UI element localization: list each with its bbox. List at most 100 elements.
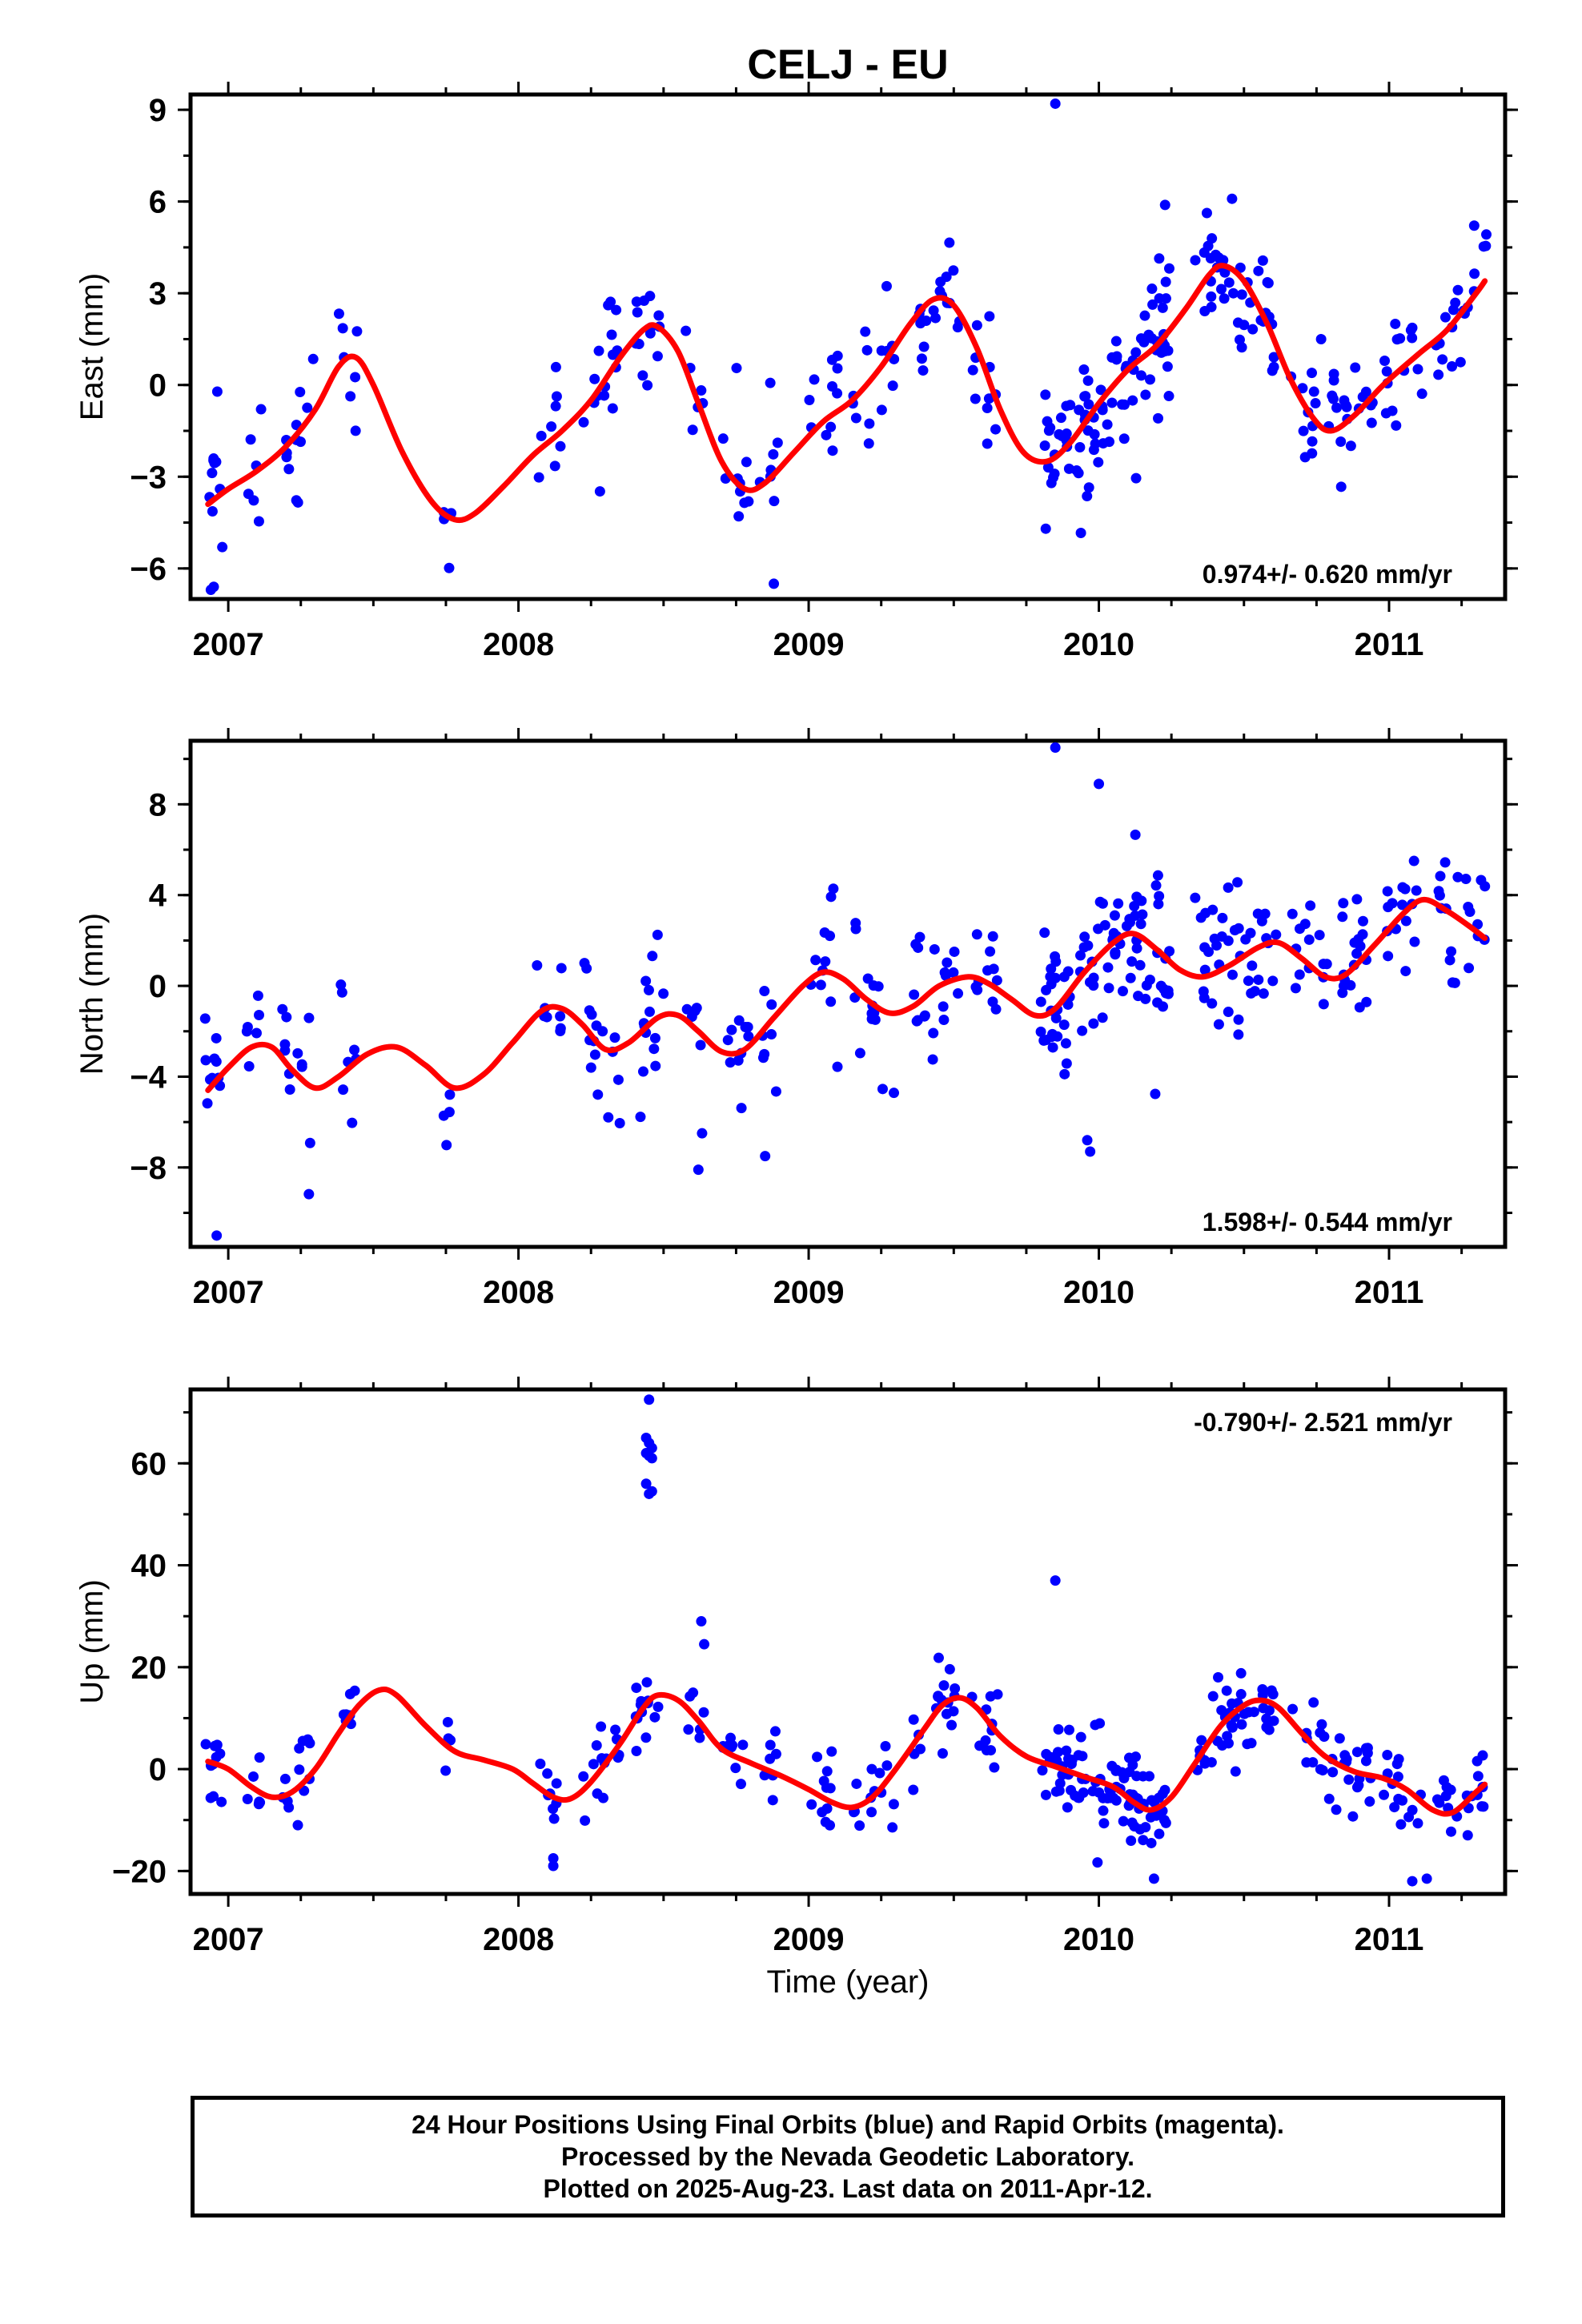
data-point — [217, 541, 228, 553]
data-point — [1074, 441, 1086, 452]
data-point — [1058, 1019, 1070, 1031]
data-point — [1337, 911, 1348, 923]
data-point — [1118, 1815, 1129, 1827]
data-point — [1252, 908, 1263, 919]
data-point — [1087, 1786, 1098, 1797]
data-point — [1318, 999, 1329, 1010]
data-point — [277, 1003, 288, 1015]
data-point — [1407, 332, 1418, 344]
data-point — [828, 883, 839, 895]
data-point — [1207, 233, 1218, 244]
x-tick-label: 2007 — [193, 627, 264, 662]
data-point — [1118, 1772, 1130, 1783]
data-point — [1271, 929, 1282, 940]
data-point — [1421, 1873, 1432, 1884]
data-point — [1129, 900, 1140, 911]
data-point — [1094, 778, 1105, 790]
data-point — [652, 929, 663, 940]
data-point — [970, 393, 981, 404]
data-point — [1062, 1802, 1073, 1813]
data-point — [1411, 885, 1422, 896]
data-point — [1147, 299, 1158, 310]
data-point — [200, 1055, 211, 1066]
data-point — [1150, 880, 1162, 891]
data-point — [880, 1741, 891, 1751]
data-point — [1140, 993, 1151, 1004]
data-point — [1331, 402, 1343, 413]
data-point — [1118, 399, 1130, 410]
data-point — [1235, 1689, 1247, 1700]
data-point — [1111, 354, 1122, 365]
data-point — [1158, 1001, 1169, 1012]
data-point — [1316, 1719, 1327, 1730]
panel-frame — [188, 738, 1508, 1249]
data-point — [1097, 1012, 1108, 1023]
data-point — [607, 403, 618, 414]
data-point — [1236, 1719, 1247, 1730]
data-point — [649, 1032, 661, 1043]
data-point — [915, 318, 926, 329]
data-point — [861, 344, 873, 356]
data-point — [743, 1031, 754, 1042]
data-point — [294, 1764, 305, 1775]
data-point — [697, 1128, 708, 1139]
x-tick-label: 2007 — [193, 1275, 264, 1310]
data-point — [1435, 870, 1446, 882]
data-point — [851, 1778, 862, 1789]
data-point — [1307, 448, 1318, 459]
data-point — [337, 323, 348, 334]
y-tick-label: −6 — [130, 552, 167, 587]
data-point — [548, 1813, 560, 1824]
data-point — [866, 1807, 877, 1818]
data-point — [612, 1074, 624, 1085]
data-point — [1223, 882, 1234, 893]
data-point — [1268, 352, 1279, 363]
data-point — [1207, 998, 1218, 1009]
data-point — [1338, 898, 1349, 909]
data-point — [1334, 1733, 1345, 1744]
data-point — [1478, 241, 1489, 252]
data-point — [691, 1003, 702, 1014]
data-point — [647, 951, 658, 962]
data-point — [1070, 1790, 1081, 1801]
y-tick-label: 0 — [149, 1752, 167, 1787]
data-point — [832, 388, 843, 399]
data-point — [1339, 395, 1350, 406]
data-point — [1075, 528, 1086, 539]
data-point — [1266, 1685, 1277, 1696]
data-point — [1462, 1830, 1473, 1841]
data-point — [967, 364, 978, 376]
data-point — [1206, 291, 1217, 302]
data-point — [918, 341, 930, 352]
data-point — [733, 1055, 744, 1066]
data-point — [211, 1032, 222, 1043]
y-tick-label: −3 — [130, 460, 167, 495]
data-point — [216, 1796, 227, 1807]
data-point — [1199, 992, 1210, 1003]
data-point — [1308, 386, 1319, 397]
data-point — [1095, 384, 1106, 396]
x-tick-label: 2010 — [1063, 1275, 1134, 1310]
data-point — [610, 1724, 621, 1735]
data-point — [887, 380, 898, 392]
data-point — [949, 946, 960, 957]
y-tick-label: 40 — [131, 1549, 167, 1584]
x-tick-label: 2009 — [773, 1275, 845, 1310]
data-point — [1073, 1750, 1084, 1761]
data-point — [1129, 1821, 1140, 1832]
data-point — [1350, 362, 1361, 373]
data-point — [1153, 899, 1164, 910]
data-point — [589, 373, 600, 384]
data-point — [1098, 1818, 1110, 1829]
data-point — [1362, 1747, 1373, 1759]
data-point — [1439, 312, 1451, 323]
data-point — [928, 1027, 939, 1039]
data-point — [1267, 975, 1279, 987]
data-point — [652, 1701, 664, 1712]
data-point — [1160, 293, 1171, 304]
data-point — [247, 1771, 259, 1782]
data-point — [1452, 284, 1464, 296]
data-point — [1085, 1146, 1096, 1157]
data-point — [908, 1784, 919, 1795]
data-point — [1221, 1685, 1232, 1696]
